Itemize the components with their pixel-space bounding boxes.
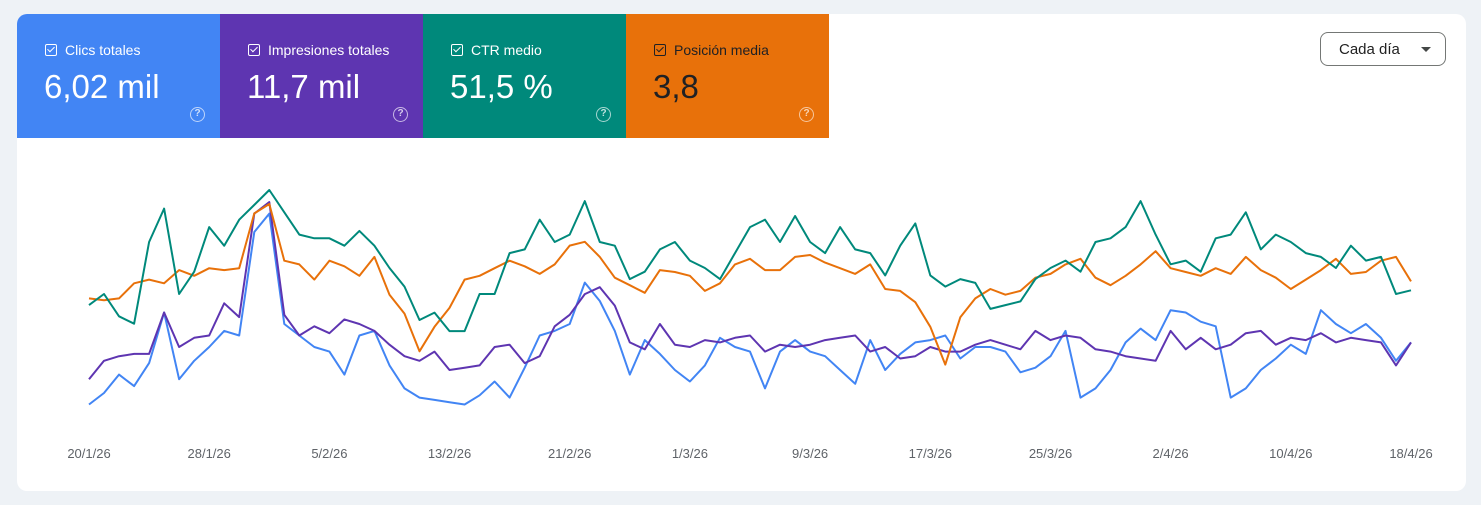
tile-clicks[interactable]: Clics totales 6,02 mil ? [17, 14, 220, 138]
tile-ctr[interactable]: CTR medio 51,5 % ? [423, 14, 626, 138]
tile-value: 3,8 [653, 68, 699, 105]
x-tick-label: 10/4/26 [1269, 446, 1312, 461]
granularity-dropdown[interactable]: Cada día [1320, 32, 1446, 66]
performance-card: Clics totales 6,02 mil ? Impresiones tot… [17, 14, 1466, 491]
x-tick-label: 25/3/26 [1029, 446, 1072, 461]
x-tick-label: 28/1/26 [188, 446, 231, 461]
dropdown-label: Cada día [1339, 40, 1400, 58]
x-tick-label: 13/2/26 [428, 446, 471, 461]
help-icon[interactable]: ? [596, 107, 611, 122]
tile-position[interactable]: Posición media 3,8 ? [626, 14, 829, 138]
x-tick-label: 17/3/26 [909, 446, 952, 461]
checkbox-checked-icon[interactable] [654, 44, 666, 56]
series-line-clics-totales [88, 212, 1412, 406]
tile-impressions[interactable]: Impresiones totales 11,7 mil ? [220, 14, 423, 138]
tile-value: 11,7 mil [247, 68, 361, 105]
caret-down-icon [1421, 47, 1431, 52]
series-line-ctr-medio [88, 189, 1412, 333]
help-icon[interactable]: ? [190, 107, 205, 122]
x-tick-label: 1/3/26 [672, 446, 708, 461]
metric-tiles: Clics totales 6,02 mil ? Impresiones tot… [17, 14, 829, 138]
tile-value: 6,02 mil [44, 68, 160, 105]
x-tick-label: 5/2/26 [311, 446, 347, 461]
line-chart: 20/1/26 28/1/26 5/2/26 13/2/26 21/2/26 1/3/26… [67, 189, 1433, 461]
x-tick-label: 2/4/26 [1153, 446, 1189, 461]
checkbox-checked-icon[interactable] [45, 44, 57, 56]
x-tick-label: 21/2/26 [548, 446, 591, 461]
x-tick-label: 18/4/26 [1389, 446, 1432, 461]
series-line-posici-n-media [88, 203, 1412, 366]
series-line-impresiones-totales [88, 201, 1412, 380]
help-icon[interactable]: ? [799, 107, 814, 122]
x-tick-label: 20/1/26 [67, 446, 110, 461]
x-tick-label: 9/3/26 [792, 446, 828, 461]
tile-value: 51,5 % [450, 68, 553, 105]
help-icon[interactable]: ? [393, 107, 408, 122]
checkbox-checked-icon[interactable] [248, 44, 260, 56]
checkbox-checked-icon[interactable] [451, 44, 463, 56]
